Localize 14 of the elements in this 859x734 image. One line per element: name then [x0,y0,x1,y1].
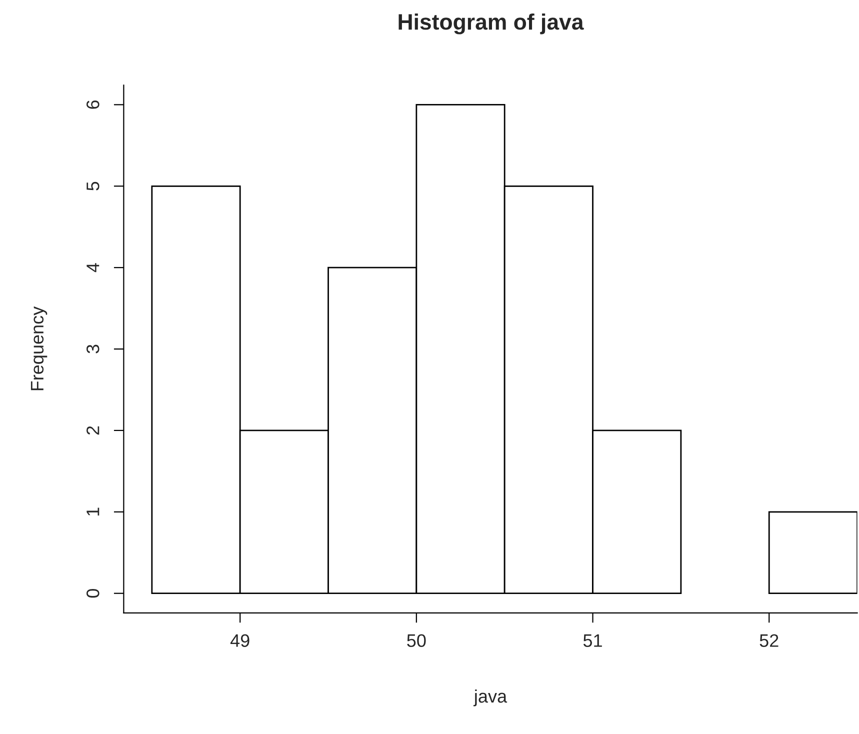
x-tick-label: 52 [760,634,778,647]
y-tick-label: 6 [86,100,100,109]
y-axis-title: Frequency [30,306,48,390]
chart-title: Histogram of java [398,13,584,34]
y-tick-label: 5 [86,182,100,190]
x-axis-title: java [473,689,508,706]
y-tick-label: 3 [86,344,100,354]
y-tick-label: 0 [86,589,100,598]
x-tick-label: 51 [583,634,602,647]
x-tick-label: 49 [230,634,250,647]
x-tick-label: 50 [407,634,426,647]
y-tick-label: 1 [86,508,100,516]
y-tick-label: 4 [86,263,100,272]
y-tick-label: 2 [86,426,100,435]
